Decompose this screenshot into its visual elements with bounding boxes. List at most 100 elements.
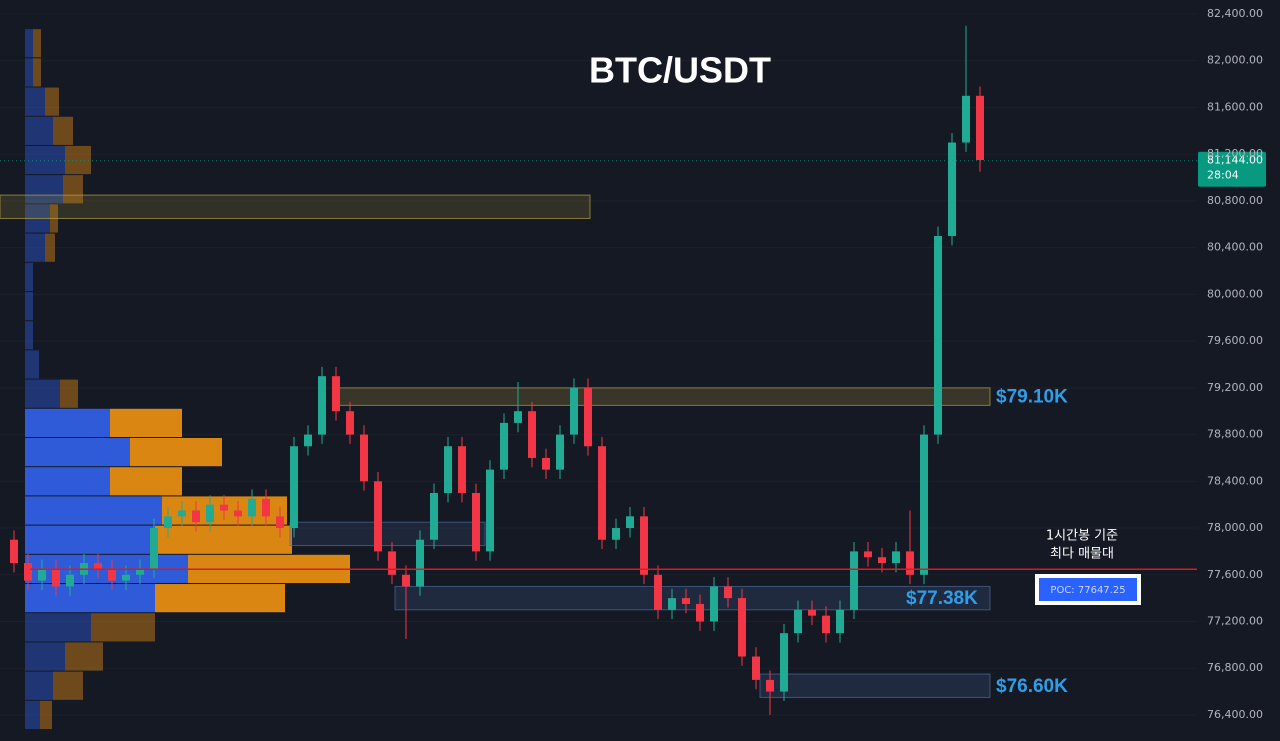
candle-body xyxy=(696,603,704,622)
profile-buy xyxy=(25,29,33,58)
y-tick-label: 82,400.00 xyxy=(1207,7,1263,20)
candle-body xyxy=(234,510,242,517)
profile-buy xyxy=(25,700,40,730)
profile-sell xyxy=(65,145,91,175)
candle-body xyxy=(500,422,508,470)
y-tick-label: 80,800.00 xyxy=(1207,194,1263,207)
profile-sell xyxy=(63,175,83,204)
candle-body xyxy=(402,574,410,587)
profile-buy xyxy=(25,584,155,613)
y-tick-label: 76,800.00 xyxy=(1207,661,1263,674)
profile-sell xyxy=(110,467,182,496)
candle-body xyxy=(360,434,368,482)
profile-buy xyxy=(25,145,65,175)
candle-body xyxy=(780,633,788,692)
candle-body xyxy=(612,528,620,540)
candle-body xyxy=(444,446,452,493)
profile-buy xyxy=(25,525,155,554)
candle-body xyxy=(766,679,774,692)
poc-box xyxy=(1039,578,1137,601)
profile-sell xyxy=(53,671,83,700)
candle-body xyxy=(346,411,354,435)
candle-body xyxy=(668,598,676,610)
y-tick-label: 79,200.00 xyxy=(1207,381,1263,394)
y-tick-label: 78,800.00 xyxy=(1207,428,1263,441)
profile-buy xyxy=(25,58,33,87)
profile-sell xyxy=(155,525,292,554)
y-tick-label: 81,200.00 xyxy=(1207,147,1263,160)
candle-body xyxy=(626,516,634,529)
profile-buy xyxy=(25,116,53,145)
candle-body xyxy=(654,574,662,610)
current-price-tag xyxy=(1198,151,1266,187)
zone xyxy=(289,521,486,547)
candle-body xyxy=(150,528,158,569)
candle-body xyxy=(318,376,326,435)
candle-body xyxy=(682,598,690,604)
profile-buy xyxy=(25,379,60,408)
candle-body xyxy=(934,235,942,435)
poc-note: 최다 매물대 xyxy=(1050,547,1114,562)
candle-body xyxy=(472,492,480,552)
candle-body xyxy=(276,516,284,529)
candle-body xyxy=(206,504,214,523)
y-tick-label: 77,200.00 xyxy=(1207,614,1263,627)
profile-buy xyxy=(25,233,45,262)
candle-body xyxy=(108,568,116,581)
zone xyxy=(0,194,591,219)
profile-buy xyxy=(25,613,91,642)
candle-body xyxy=(248,498,256,517)
zone xyxy=(394,585,991,611)
candle-body xyxy=(542,457,550,470)
y-tick-label: 82,000.00 xyxy=(1207,54,1263,67)
profile-buy xyxy=(25,321,33,350)
candle-body xyxy=(178,510,186,517)
candle-body xyxy=(598,446,606,540)
profile-sell xyxy=(110,408,182,437)
candle-body xyxy=(962,95,970,143)
candle-body xyxy=(892,551,900,564)
candle-body xyxy=(164,516,172,529)
candle-body xyxy=(192,510,200,523)
profile-sell xyxy=(130,437,222,467)
y-tick-label: 78,400.00 xyxy=(1207,474,1263,487)
candle-body xyxy=(528,411,536,458)
profile-sell xyxy=(60,379,78,408)
y-tick-label: 79,600.00 xyxy=(1207,334,1263,347)
candle-body xyxy=(920,434,928,575)
candle-body xyxy=(332,376,340,412)
y-tick-label: 80,400.00 xyxy=(1207,241,1263,254)
candle-body xyxy=(94,563,102,569)
candle-body xyxy=(38,568,46,581)
candle-body xyxy=(458,446,466,493)
candle-body xyxy=(584,387,592,447)
candle-body xyxy=(850,551,858,610)
zone-label: $76.60K xyxy=(996,676,1068,697)
y-tick-label: 78,000.00 xyxy=(1207,521,1263,534)
poc-note: 1시간봉 기준 xyxy=(1046,529,1118,544)
profile-buy xyxy=(25,408,110,437)
candle-body xyxy=(416,539,424,587)
candle-body xyxy=(808,609,816,616)
profile-sell xyxy=(45,233,55,262)
profile-buy xyxy=(25,671,53,700)
candle-body xyxy=(430,492,438,540)
candle-body xyxy=(878,557,886,564)
y-tick-label: 77,600.00 xyxy=(1207,568,1263,581)
profile-buy xyxy=(25,496,162,525)
profile-sell xyxy=(65,642,103,671)
candle-body xyxy=(304,434,312,447)
profile-buy xyxy=(25,467,110,496)
profile-sell xyxy=(33,29,41,58)
profile-buy xyxy=(25,291,33,321)
candle-body xyxy=(52,568,60,587)
candle-body xyxy=(724,586,732,599)
profile-buy xyxy=(25,87,45,116)
candle-body xyxy=(388,551,396,575)
candle-body xyxy=(220,504,228,511)
poc-label: POC: 77647.25 xyxy=(1050,585,1125,596)
profile-sell xyxy=(53,116,73,145)
candle-body xyxy=(66,574,74,587)
